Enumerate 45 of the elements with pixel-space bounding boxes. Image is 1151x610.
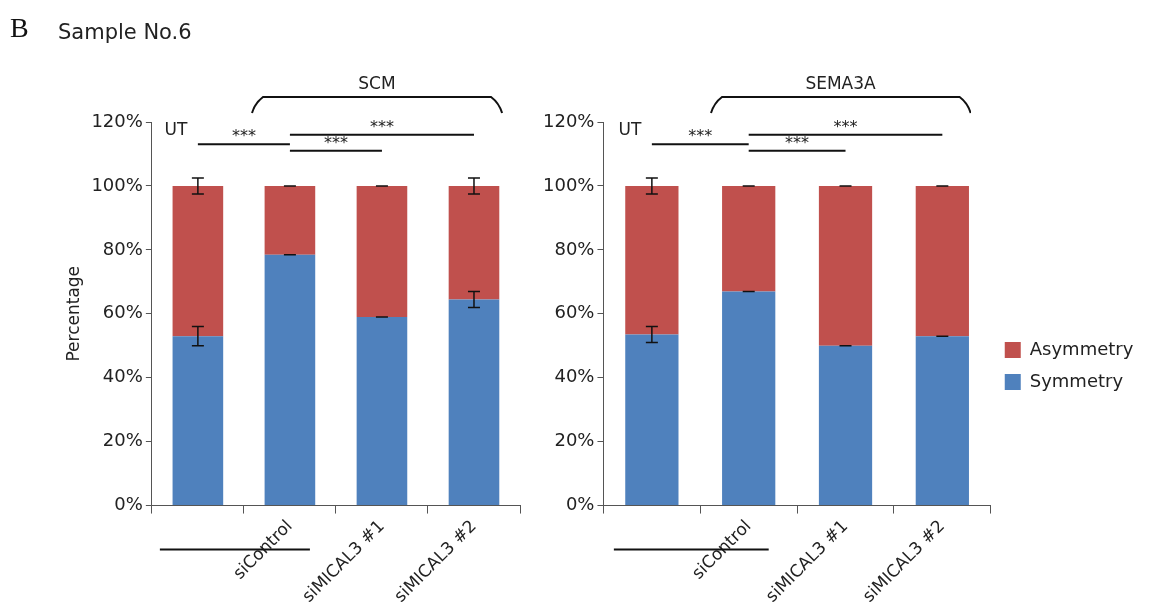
annotation: *** (323, 132, 348, 152)
bar (625, 185, 679, 335)
y-tick-label: 100% (91, 173, 143, 195)
chart-title: Sample No.6 (58, 20, 192, 44)
annotation: UT (618, 118, 642, 139)
y-tick-label: 80% (554, 237, 595, 259)
bar (818, 345, 873, 506)
y-axis-title: Percentage (62, 265, 83, 362)
text: B (10, 12, 29, 44)
bar (448, 299, 500, 506)
annotation: *** (833, 116, 858, 136)
y-tick-label: 20% (554, 429, 595, 451)
y-tick-label: 40% (102, 365, 143, 387)
text: SCM (358, 73, 396, 93)
y-tick-label: 0% (114, 493, 143, 515)
bar (448, 185, 500, 300)
y-tick-label: 60% (102, 301, 143, 323)
bar (818, 185, 873, 346)
bar (722, 291, 776, 506)
bar (172, 185, 224, 337)
legend-label: Asymmetry (1029, 337, 1134, 359)
y-tick-label: 80% (102, 237, 143, 259)
bar (915, 185, 969, 337)
y-tick-label: 120% (542, 109, 595, 131)
bar (172, 336, 224, 506)
bar (356, 185, 408, 317)
annotation: *** (369, 116, 394, 136)
text: SEMA3A (805, 73, 877, 93)
annotation: *** (231, 126, 256, 146)
bar (625, 334, 679, 506)
bar (722, 185, 776, 292)
annotation: *** (688, 126, 713, 146)
annotation: *** (785, 132, 810, 152)
bar (264, 185, 316, 255)
bar (915, 336, 969, 506)
y-tick-label: 120% (91, 109, 143, 131)
y-tick-label: 0% (565, 493, 595, 515)
bar (264, 254, 316, 506)
y-tick-label: 100% (542, 173, 595, 195)
y-tick-label: 60% (554, 301, 595, 323)
y-tick-label: 20% (102, 429, 143, 451)
annotation: UT (164, 118, 188, 139)
bar (356, 316, 408, 506)
y-tick-label: 40% (554, 365, 595, 387)
legend-label: Symmetry (1029, 369, 1124, 391)
